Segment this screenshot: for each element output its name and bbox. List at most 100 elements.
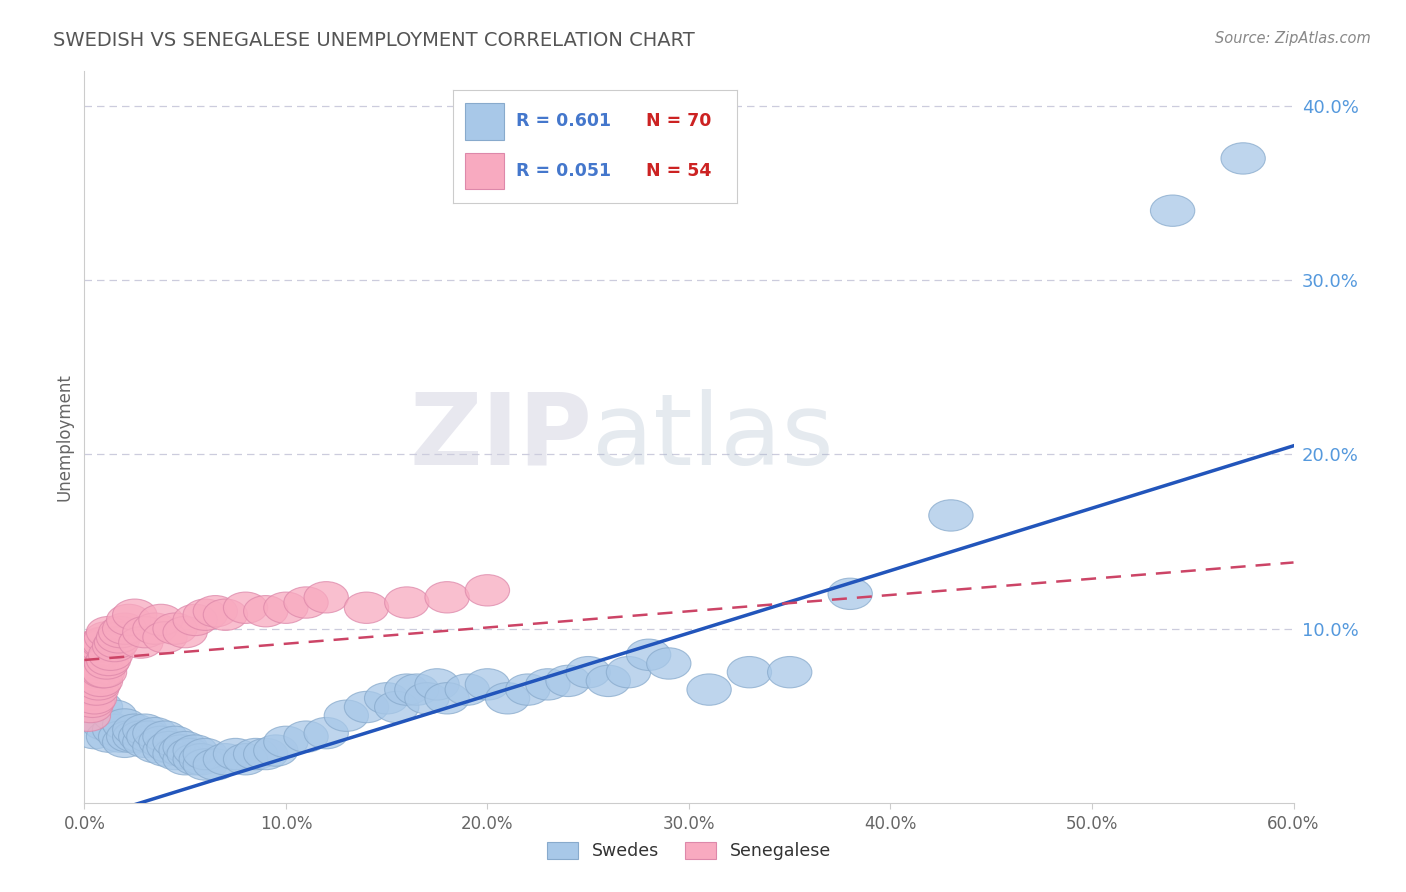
Ellipse shape: [929, 500, 973, 531]
Ellipse shape: [122, 726, 167, 757]
Ellipse shape: [627, 639, 671, 671]
Ellipse shape: [83, 709, 127, 740]
Ellipse shape: [385, 587, 429, 618]
Ellipse shape: [465, 669, 509, 700]
Ellipse shape: [139, 726, 183, 757]
Ellipse shape: [374, 691, 419, 723]
Ellipse shape: [70, 665, 115, 697]
Ellipse shape: [103, 726, 146, 757]
Ellipse shape: [193, 748, 238, 780]
Ellipse shape: [768, 657, 811, 688]
Ellipse shape: [1150, 195, 1195, 227]
Ellipse shape: [284, 587, 328, 618]
Ellipse shape: [243, 739, 288, 770]
Ellipse shape: [153, 739, 197, 770]
Ellipse shape: [143, 735, 187, 766]
Ellipse shape: [828, 578, 872, 609]
Ellipse shape: [72, 631, 117, 662]
Ellipse shape: [167, 739, 211, 770]
Ellipse shape: [76, 639, 121, 671]
Text: Source: ZipAtlas.com: Source: ZipAtlas.com: [1215, 31, 1371, 46]
Ellipse shape: [425, 582, 470, 613]
Ellipse shape: [204, 744, 247, 775]
Ellipse shape: [143, 622, 187, 653]
Ellipse shape: [264, 726, 308, 757]
Ellipse shape: [163, 744, 207, 775]
Ellipse shape: [79, 691, 122, 723]
Ellipse shape: [304, 717, 349, 748]
Ellipse shape: [204, 599, 247, 631]
Ellipse shape: [94, 627, 139, 658]
Ellipse shape: [425, 682, 470, 714]
Ellipse shape: [526, 669, 569, 700]
Ellipse shape: [233, 739, 278, 770]
Ellipse shape: [132, 731, 177, 763]
Ellipse shape: [485, 682, 530, 714]
Ellipse shape: [243, 596, 288, 627]
Ellipse shape: [163, 616, 207, 648]
Ellipse shape: [70, 686, 115, 717]
Ellipse shape: [118, 721, 163, 752]
Ellipse shape: [415, 669, 460, 700]
Ellipse shape: [93, 700, 136, 731]
Ellipse shape: [153, 613, 197, 644]
Ellipse shape: [159, 735, 204, 766]
Ellipse shape: [98, 721, 143, 752]
Ellipse shape: [84, 622, 129, 653]
Ellipse shape: [146, 731, 191, 763]
Ellipse shape: [132, 613, 177, 644]
Ellipse shape: [304, 582, 349, 613]
Ellipse shape: [79, 665, 122, 697]
Ellipse shape: [83, 627, 127, 658]
Ellipse shape: [66, 700, 111, 731]
Ellipse shape: [364, 682, 409, 714]
Ellipse shape: [647, 648, 690, 679]
Ellipse shape: [80, 627, 125, 658]
Ellipse shape: [122, 714, 167, 746]
Ellipse shape: [112, 714, 157, 746]
Ellipse shape: [75, 648, 118, 679]
Ellipse shape: [69, 674, 112, 706]
Ellipse shape: [173, 604, 218, 636]
Ellipse shape: [163, 731, 207, 763]
Ellipse shape: [546, 665, 591, 697]
Ellipse shape: [506, 674, 550, 706]
Ellipse shape: [70, 639, 115, 671]
Ellipse shape: [86, 644, 131, 675]
Ellipse shape: [93, 631, 136, 662]
Ellipse shape: [75, 674, 118, 706]
Ellipse shape: [107, 721, 150, 752]
Ellipse shape: [69, 648, 112, 679]
Ellipse shape: [173, 735, 218, 766]
Ellipse shape: [284, 721, 328, 752]
Ellipse shape: [66, 679, 111, 711]
Ellipse shape: [405, 682, 449, 714]
Ellipse shape: [76, 669, 121, 700]
Ellipse shape: [1220, 143, 1265, 174]
Ellipse shape: [344, 691, 388, 723]
Ellipse shape: [122, 616, 167, 648]
Ellipse shape: [606, 657, 651, 688]
Ellipse shape: [118, 627, 163, 658]
Ellipse shape: [72, 717, 117, 748]
Ellipse shape: [727, 657, 772, 688]
Ellipse shape: [69, 691, 112, 723]
Ellipse shape: [688, 674, 731, 706]
Ellipse shape: [183, 739, 228, 770]
Ellipse shape: [214, 739, 257, 770]
Ellipse shape: [465, 574, 509, 606]
Ellipse shape: [89, 639, 132, 671]
Ellipse shape: [224, 592, 267, 624]
Ellipse shape: [72, 657, 117, 688]
Ellipse shape: [103, 709, 146, 740]
Ellipse shape: [253, 735, 298, 766]
Ellipse shape: [385, 674, 429, 706]
Legend: Swedes, Senegalese: Swedes, Senegalese: [540, 835, 838, 867]
Ellipse shape: [86, 721, 131, 752]
Ellipse shape: [183, 599, 228, 631]
Ellipse shape: [80, 657, 125, 688]
Ellipse shape: [143, 721, 187, 752]
Ellipse shape: [66, 662, 111, 693]
Ellipse shape: [98, 616, 143, 648]
Y-axis label: Unemployment: Unemployment: [55, 373, 73, 501]
